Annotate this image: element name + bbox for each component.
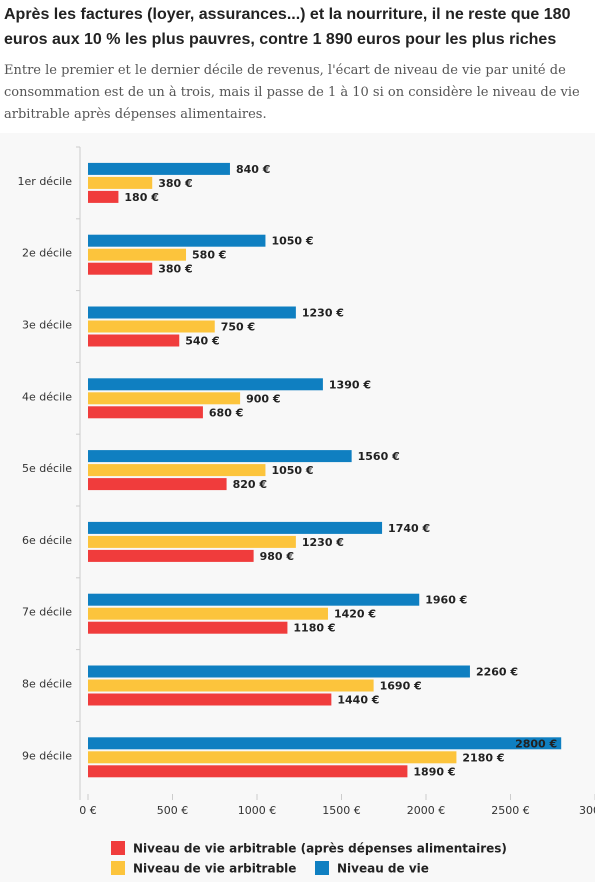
bar bbox=[88, 392, 241, 405]
bar bbox=[88, 378, 323, 391]
bar bbox=[88, 478, 227, 491]
x-tick-label: 1500 € bbox=[322, 804, 361, 817]
value-label: 980 € bbox=[260, 550, 294, 563]
x-tick-label: 1000 € bbox=[238, 804, 277, 817]
bar bbox=[88, 535, 296, 548]
value-label: 680 € bbox=[209, 406, 243, 419]
value-label: 380 € bbox=[158, 263, 192, 276]
bar bbox=[88, 406, 203, 419]
bar bbox=[88, 549, 254, 562]
value-label: 1740 € bbox=[388, 522, 430, 535]
bar bbox=[88, 693, 332, 706]
value-label: 540 € bbox=[185, 335, 219, 348]
bar bbox=[88, 464, 266, 477]
value-label: 1230 € bbox=[302, 307, 344, 320]
x-tick-label: 2000 € bbox=[407, 804, 446, 817]
value-label: 180 € bbox=[124, 191, 158, 204]
x-tick-label: 0 € bbox=[79, 804, 97, 817]
y-tick-label: 3e décile bbox=[22, 319, 72, 332]
bar bbox=[88, 621, 288, 634]
value-label: 1230 € bbox=[302, 536, 344, 549]
bar bbox=[88, 751, 457, 764]
y-tick-label: 4e décile bbox=[22, 390, 72, 403]
bar bbox=[88, 334, 180, 347]
value-label: 1390 € bbox=[329, 378, 371, 391]
bar bbox=[88, 765, 408, 778]
value-label: 1960 € bbox=[425, 594, 467, 607]
value-label: 840 € bbox=[236, 163, 270, 176]
legend-label: Niveau de vie bbox=[337, 862, 429, 876]
chart-title: Après les factures (loyer, assurances...… bbox=[4, 6, 571, 48]
legend-swatch bbox=[315, 861, 329, 875]
y-tick-label: 7e décile bbox=[22, 606, 72, 619]
value-label: 1050 € bbox=[271, 464, 313, 477]
bar bbox=[88, 248, 187, 261]
legend-swatch bbox=[111, 841, 125, 855]
bar bbox=[88, 737, 562, 750]
y-tick-label: 6e décile bbox=[22, 534, 72, 547]
legend-swatch bbox=[111, 861, 125, 875]
bar bbox=[88, 450, 352, 463]
value-label: 820 € bbox=[233, 478, 267, 491]
x-tick-label: 500 € bbox=[157, 804, 189, 817]
value-label: 1890 € bbox=[413, 765, 455, 778]
value-label: 2800 € bbox=[515, 737, 557, 750]
y-tick-label: 5e décile bbox=[22, 462, 72, 475]
bar bbox=[88, 176, 153, 189]
x-tick-label: 300… bbox=[579, 804, 595, 817]
chart-subtitle: Entre le premier et le dernier décile de… bbox=[4, 63, 580, 122]
bar bbox=[88, 665, 470, 678]
value-label: 1690 € bbox=[380, 680, 422, 693]
value-label: 1050 € bbox=[271, 235, 313, 248]
value-label: 2180 € bbox=[462, 751, 504, 764]
bar bbox=[88, 679, 374, 692]
bar bbox=[88, 262, 153, 275]
bar bbox=[88, 306, 296, 319]
y-tick-label: 9e décile bbox=[22, 749, 72, 762]
value-label: 1440 € bbox=[337, 694, 379, 707]
bar bbox=[88, 162, 230, 175]
bar bbox=[88, 593, 420, 606]
value-label: 380 € bbox=[158, 177, 192, 190]
value-label: 1180 € bbox=[293, 622, 335, 635]
legend-label: Niveau de vie arbitrable bbox=[133, 862, 296, 876]
value-label: 1420 € bbox=[334, 608, 376, 621]
y-tick-label: 1er décile bbox=[18, 175, 73, 188]
value-label: 900 € bbox=[246, 392, 280, 405]
value-label: 750 € bbox=[221, 321, 255, 334]
y-tick-label: 2e décile bbox=[22, 247, 72, 260]
value-label: 2260 € bbox=[476, 666, 518, 679]
value-label: 580 € bbox=[192, 249, 226, 262]
bar bbox=[88, 320, 215, 333]
bar bbox=[88, 521, 383, 534]
x-tick-label: 2500 € bbox=[491, 804, 530, 817]
bar bbox=[88, 234, 266, 247]
bar bbox=[88, 607, 328, 620]
legend-label: Niveau de vie arbitrable (après dépenses… bbox=[133, 842, 507, 856]
value-label: 1560 € bbox=[358, 450, 400, 463]
bar bbox=[88, 190, 119, 203]
y-tick-label: 8e décile bbox=[22, 678, 72, 691]
